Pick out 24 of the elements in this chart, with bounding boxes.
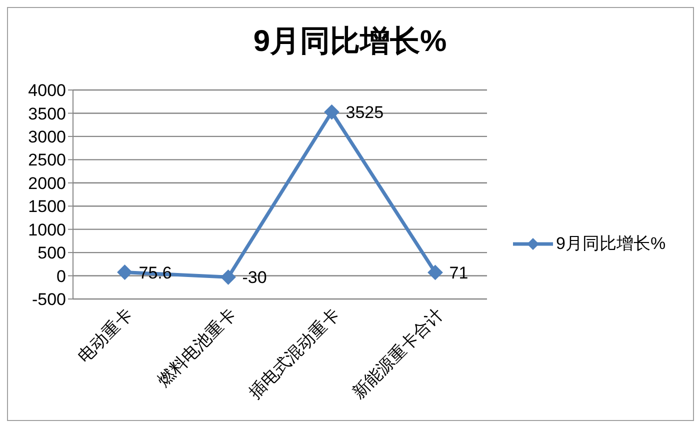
point [428, 264, 443, 280]
y-tick-label: 0 [56, 266, 66, 286]
chart-title: 9月同比增长% [252, 24, 448, 60]
x-tick-label: 燃料电池重卡 [154, 304, 240, 390]
point [324, 104, 340, 120]
data-label: 71 [449, 264, 468, 283]
x-tick-label: 电动重卡 [74, 304, 136, 366]
y-tick-label: 1000 [28, 220, 66, 240]
legend-label: 9月同比增长% [556, 233, 666, 255]
point [117, 264, 132, 280]
y-tick-label: 2000 [28, 174, 66, 193]
y-tick-label: 3000 [28, 127, 66, 146]
x-tick-label: 插电式混动重卡 [246, 304, 344, 403]
y-tick-label: -500 [32, 290, 66, 310]
data-label: 75.6 [138, 263, 172, 282]
point [220, 270, 236, 285]
y-tick-label: 4000 [28, 81, 66, 100]
data-label: -30 [242, 268, 267, 288]
y-tick-label: 1500 [28, 197, 66, 216]
y-tick-label: 2500 [28, 150, 66, 170]
y-tick-label: 500 [38, 244, 66, 263]
data-label: 3525 [346, 103, 384, 122]
x-tick-label: 新能源重卡合计 [349, 304, 447, 403]
y-tick-label: 3500 [28, 104, 66, 124]
